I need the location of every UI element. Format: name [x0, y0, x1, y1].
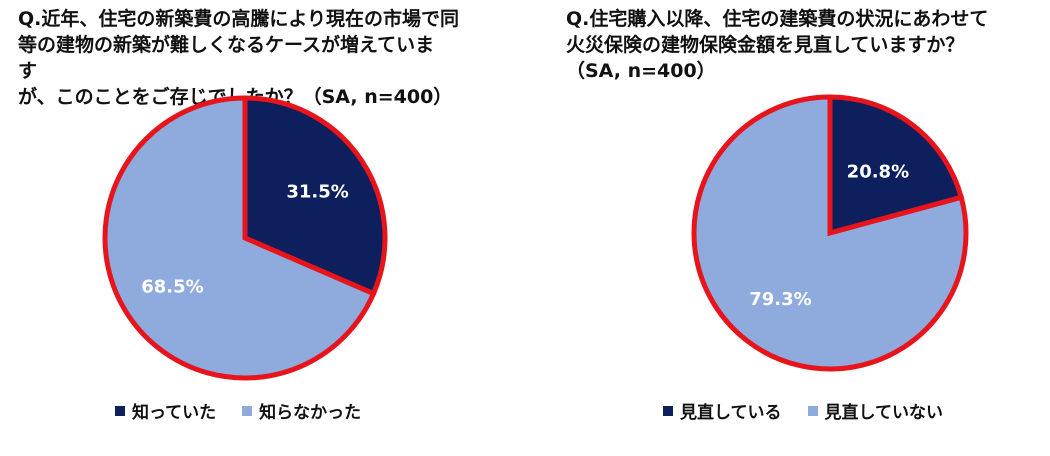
legend-item-not-reviewed: 見直していない	[807, 398, 944, 423]
chart-title: Q.住宅購入以降、住宅の建築費の状況にあわせて 火災保険の建物保険金額を見直して…	[566, 8, 989, 82]
legend-swatch	[807, 405, 818, 416]
pie-slice-0	[242, 95, 388, 297]
slice-value-label: 68.5%	[141, 277, 203, 298]
pie-slice-1	[691, 94, 969, 372]
legend-item-unknown: 知らなかった	[242, 398, 361, 423]
pie-slice-0	[827, 94, 965, 237]
legend-item-reviewed: 見直している	[663, 398, 782, 423]
pie-chart-awareness: 31.5% 68.5%	[102, 95, 388, 381]
legend-item-known: 知っていた	[115, 398, 216, 423]
legend-swatch	[242, 405, 253, 416]
chart-legend: 見直している 見直していない	[663, 398, 943, 423]
pie-chart-review: 20.8% 79.3%	[691, 94, 969, 372]
slice-value-label: 79.3%	[749, 289, 811, 310]
chart-panel-left: Q.近年、住宅の新築費の高騰により現在の市場で同 等の建物の新築が難しくなるケー…	[0, 0, 520, 456]
legend-label: 知っていた	[132, 403, 217, 423]
legend-swatch	[115, 405, 125, 416]
legend-swatch	[663, 405, 673, 416]
legend-label: 見直していない	[824, 403, 944, 423]
chart-legend: 知っていた 知らなかった	[115, 398, 361, 423]
legend-label: 見直している	[680, 403, 782, 423]
chart-panel-right: Q.住宅購入以降、住宅の建築費の状況にあわせて 火災保険の建物保険金額を見直して…	[530, 0, 1050, 456]
slice-value-label: 20.8%	[847, 161, 909, 182]
legend-label: 知らなかった	[259, 403, 362, 423]
pie-slice-1	[102, 95, 377, 381]
slice-value-label: 31.5%	[286, 181, 348, 202]
